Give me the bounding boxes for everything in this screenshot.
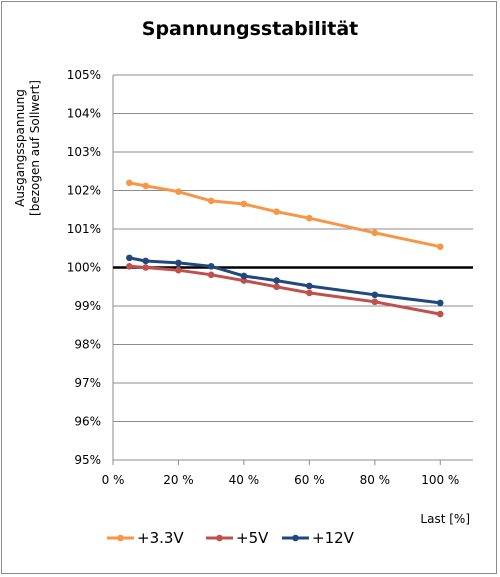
y-tick-label-7: 102% <box>67 184 101 198</box>
y-tick-label-8: 103% <box>67 145 101 159</box>
series-12v <box>126 254 444 307</box>
x-axis-label: Last [%] <box>420 512 470 526</box>
y-tick-labels: 95% 96% 97% 98% 99% 100% 101% 102% 103% 104% 105% <box>67 68 101 467</box>
data-point-33v-4 <box>240 200 248 208</box>
y-tick-label-2: 97% <box>74 376 101 390</box>
legend-marker-5v <box>216 534 223 542</box>
legend-label-33v: +3.3V <box>137 529 184 547</box>
y-tick-label-10: 105% <box>67 68 101 82</box>
x-tick-label-0: 0 % <box>102 473 125 487</box>
legend-label-12v: +12V <box>312 529 355 547</box>
x-tick-label-3: 60 % <box>294 473 325 487</box>
data-point-12v-0 <box>126 254 133 262</box>
data-point-12v-1 <box>142 257 150 265</box>
x-tick-label-1: 20 % <box>163 473 194 487</box>
data-point-5v-1 <box>142 264 150 271</box>
data-point-33v-3 <box>207 197 215 205</box>
data-point-5v-2 <box>175 266 182 274</box>
data-point-5v-4 <box>240 277 248 284</box>
data-point-12v-5 <box>273 277 280 284</box>
y-axis-label-line-1: Ausgangsspannung <box>13 89 27 207</box>
data-point-33v-1 <box>142 182 150 190</box>
chart-title: Spannungsstabilität <box>142 18 358 40</box>
data-point-33v-6 <box>306 214 313 222</box>
data-point-12v-2 <box>175 259 182 267</box>
legend-marker-12v <box>292 534 299 542</box>
data-point-33v-2 <box>175 188 182 195</box>
y-tick-label-6: 101% <box>67 222 101 236</box>
data-point-33v-8 <box>436 243 444 251</box>
series-5v <box>126 263 444 318</box>
series-33v <box>126 179 444 251</box>
data-point-5v-7 <box>371 298 379 306</box>
data-point-5v-8 <box>436 310 444 318</box>
y-tick-label-4: 99% <box>74 299 101 313</box>
data-point-5v-0 <box>126 263 133 270</box>
data-point-33v-0 <box>126 179 133 187</box>
series-line-5v <box>129 264 441 316</box>
y-tick-label-3: 98% <box>74 338 101 352</box>
y-axis-label: Ausgangsspannung [bezogen auf Sollwert] <box>13 80 42 216</box>
data-point-12v-3 <box>207 263 215 270</box>
y-tick-label-5: 100% <box>67 261 101 275</box>
data-point-33v-5 <box>273 208 280 215</box>
data-point-5v-3 <box>207 271 215 279</box>
data-point-12v-6 <box>306 282 313 290</box>
series-group <box>126 179 444 318</box>
data-point-5v-5 <box>273 283 280 291</box>
data-point-33v-7 <box>371 229 379 237</box>
data-point-12v-8 <box>436 299 444 307</box>
legend-label-5v: +5V <box>236 529 269 547</box>
y-tick-label-0: 95% <box>74 453 101 467</box>
x-tick-labels: 0 % 20 % 40 % 60 % 80 % 100 % <box>102 473 460 487</box>
data-point-5v-6 <box>306 289 313 297</box>
x-tick-label-2: 40 % <box>229 473 260 487</box>
x-tick-label-5: 100 % <box>421 473 459 487</box>
legend: +3.3V +5V +12V <box>107 529 355 547</box>
y-tick-label-9: 104% <box>67 107 101 121</box>
y-tick-label-1: 96% <box>74 415 101 429</box>
y-axis-label-line-2: [bezogen auf Sollwert] <box>28 80 42 216</box>
data-point-12v-4 <box>240 272 248 280</box>
x-tick-label-4: 80 % <box>360 473 391 487</box>
data-point-12v-7 <box>371 291 379 299</box>
legend-marker-33v <box>117 534 124 542</box>
